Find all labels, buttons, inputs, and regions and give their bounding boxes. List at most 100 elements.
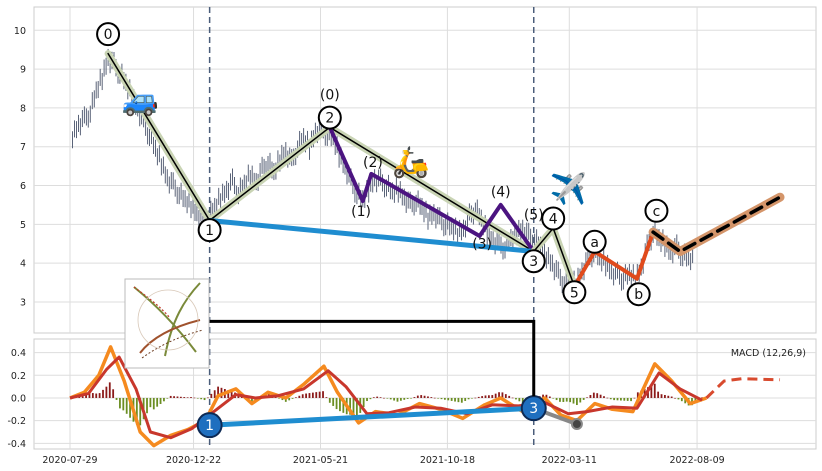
macd-histogram-bar bbox=[230, 391, 233, 398]
macd-histogram-bar bbox=[450, 397, 453, 401]
x-tick-label: 2020-12-22 bbox=[166, 455, 221, 466]
macd-histogram-bar bbox=[115, 397, 118, 400]
price-y-tick: 4 bbox=[20, 259, 26, 270]
projection-line bbox=[651, 195, 782, 254]
macd-histogram-bar bbox=[119, 397, 121, 409]
wave-label-circle bbox=[96, 22, 121, 47]
macd-histogram-bar bbox=[559, 397, 561, 402]
trendline-line bbox=[207, 218, 537, 254]
macd-histogram-bar bbox=[332, 397, 335, 406]
macd-histogram-bar bbox=[565, 397, 568, 402]
macd-y-tick-labels: -0.4 -0.2 0.0 0.2 0.4 bbox=[7, 348, 26, 450]
macd-histogram-bar bbox=[454, 397, 456, 402]
macd-histogram-bar bbox=[609, 397, 612, 400]
macd-histogram-bar bbox=[291, 397, 294, 399]
macd-histogram-bar bbox=[251, 397, 253, 404]
wave-label: (1) bbox=[351, 204, 371, 220]
macd-histogram-bar bbox=[410, 397, 412, 399]
macd-histogram-bar bbox=[498, 392, 500, 398]
macd-histogram-bar bbox=[85, 394, 87, 398]
wave-boundary-lines bbox=[208, 7, 535, 333]
macd-histogram-bar bbox=[447, 397, 450, 401]
wave-label: (0) bbox=[320, 87, 340, 103]
macd-y-tick: 0.2 bbox=[11, 371, 26, 382]
macd-histogram-bar bbox=[288, 397, 291, 401]
macd-histogram-bar bbox=[156, 397, 159, 407]
macd-histogram-bar bbox=[125, 397, 128, 414]
macd-histogram-bar bbox=[670, 396, 673, 398]
macd-histogram-bar bbox=[701, 397, 704, 398]
macd-histogram-bar bbox=[596, 393, 599, 398]
macd-histogram-bar bbox=[423, 395, 426, 398]
macd-histogram-bar bbox=[650, 385, 653, 398]
wave-label: 4 bbox=[549, 212, 558, 228]
macd-histogram-bar bbox=[494, 393, 497, 398]
macd-histogram-bar bbox=[383, 397, 385, 399]
macd-histogram-bar bbox=[105, 386, 108, 398]
macd-histogram-bar bbox=[433, 397, 436, 399]
wave-line bbox=[572, 230, 656, 289]
macd-histogram-bar bbox=[471, 397, 473, 399]
wave-labels: 0 1 2 (0) (1) (2) (3) (4) (5) 3 4 5 a b c bbox=[96, 22, 669, 307]
macd-histogram-bar bbox=[186, 397, 189, 398]
macd-histogram-bar bbox=[420, 395, 423, 398]
macd-histogram-bar bbox=[352, 397, 355, 416]
macd-histogram-bar bbox=[210, 393, 213, 398]
macd-histogram-bar bbox=[660, 394, 663, 398]
x-tick-label: 2022-03-11 bbox=[542, 455, 597, 466]
macd-histogram-bar bbox=[674, 397, 676, 399]
macd-histogram-bar bbox=[545, 394, 548, 398]
wave-label-circle bbox=[317, 105, 342, 130]
macd-histogram-bar bbox=[555, 397, 558, 401]
macd-histogram-bar bbox=[491, 395, 494, 398]
macd-histogram-bar bbox=[393, 397, 396, 401]
macd-histogram-bar bbox=[464, 397, 467, 401]
macd-histogram-bar bbox=[562, 397, 565, 402]
wave-label: 1 bbox=[205, 223, 214, 239]
macd-histogram-bar bbox=[548, 396, 551, 398]
macd-histogram-bar bbox=[207, 397, 209, 399]
macd-histogram-bar bbox=[460, 397, 463, 403]
price-y-tick-labels: 3 4 5 6 7 8 9 10 bbox=[14, 26, 26, 309]
wave-label-circle bbox=[197, 218, 222, 243]
macd-histogram-bar bbox=[484, 395, 487, 398]
macd-histogram-bar bbox=[399, 397, 402, 401]
wave-connector-line bbox=[209, 319, 536, 397]
macd-histogram-bar bbox=[342, 397, 345, 413]
macd-histogram-bar bbox=[112, 389, 115, 398]
macd-histogram-bar bbox=[81, 396, 84, 398]
macd-histogram-bar bbox=[680, 397, 683, 402]
macd-histogram-bar bbox=[636, 392, 639, 398]
macd-histogram-bar bbox=[616, 397, 619, 401]
macd-histogram-bar bbox=[623, 397, 626, 401]
macd-histogram-bar bbox=[586, 397, 588, 398]
macd-histogram-bar bbox=[203, 397, 206, 401]
macd-y-tick: 0.0 bbox=[11, 393, 26, 404]
macd-histogram-bar bbox=[389, 397, 392, 400]
macd-histogram-bar bbox=[149, 397, 152, 408]
macd-y-tick: -0.2 bbox=[7, 416, 26, 427]
macd-histogram-bar bbox=[152, 397, 155, 410]
macd-histogram-bar bbox=[667, 395, 670, 398]
macd-histogram-bar bbox=[166, 397, 169, 399]
macd-line bbox=[69, 345, 707, 448]
macd-histogram-bar bbox=[298, 395, 301, 398]
macd-histogram-bar bbox=[633, 397, 636, 399]
macd-histogram-bar bbox=[322, 391, 324, 398]
macd-lines bbox=[69, 345, 781, 448]
macd-histogram-bar bbox=[318, 391, 321, 398]
macd-histogram-bar bbox=[457, 397, 460, 403]
macd-histogram-bar bbox=[339, 397, 341, 412]
macd-histogram-bar bbox=[606, 397, 609, 399]
wave-label: a bbox=[590, 235, 599, 251]
macd-histogram-bar bbox=[626, 397, 629, 401]
macd-histogram-bar bbox=[213, 390, 216, 398]
macd-histogram-bar bbox=[315, 392, 318, 398]
wave-label-circle bbox=[562, 280, 587, 305]
macd-histogram-bar bbox=[355, 397, 358, 416]
macd-extension-endpoint bbox=[570, 418, 583, 431]
wave-label-circle bbox=[541, 206, 566, 231]
macd-histogram-bar bbox=[515, 397, 517, 400]
macd-histogram-bar bbox=[372, 397, 375, 398]
macd-histogram-bar bbox=[301, 394, 304, 398]
